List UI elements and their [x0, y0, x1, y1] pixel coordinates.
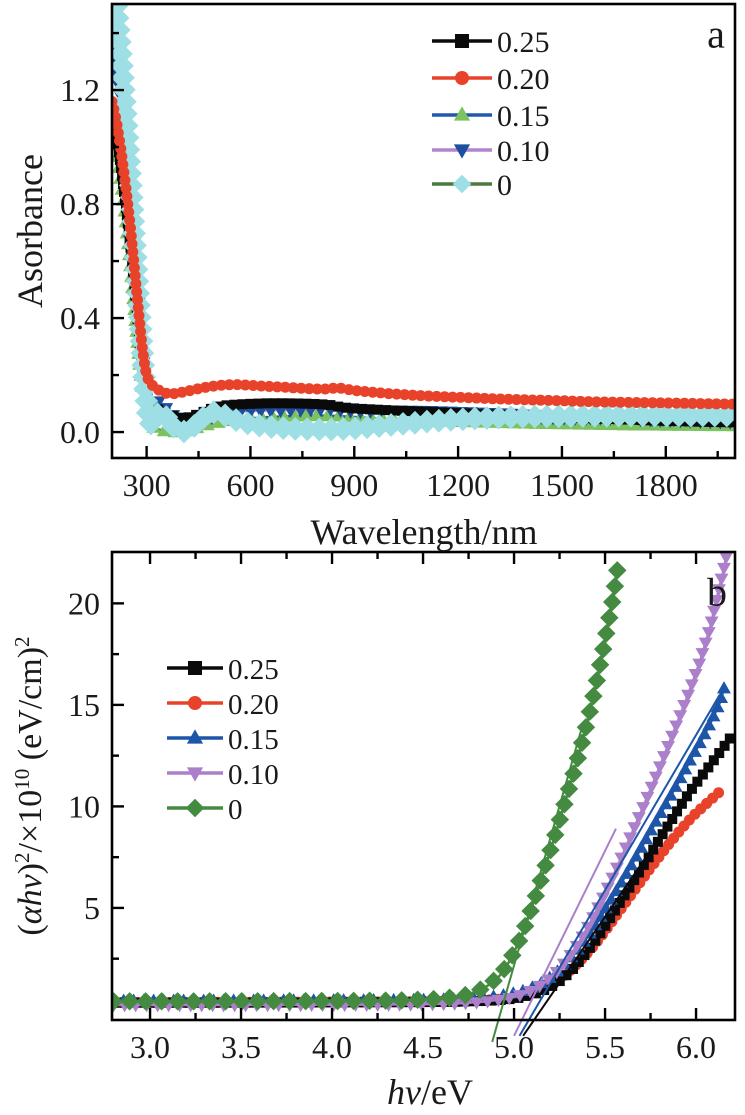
x-tick-label: 1500: [530, 467, 594, 503]
y-tick-label: 10: [68, 788, 100, 824]
tangent-line: [522, 733, 732, 1037]
x-tick-label: 4.0: [312, 1029, 352, 1065]
y-tick-label: 5: [84, 890, 100, 926]
legend-label: 0.25: [497, 26, 550, 59]
series-0: [112, 561, 627, 1011]
x-tick-label: 1200: [426, 467, 490, 503]
axis-title-segment: hv: [387, 1072, 421, 1112]
chart-b: 3.0 3.5 4.0 4.5 5.0 5.5 6.0 5 10 15 20 0.250.200.15…: [68, 550, 737, 1065]
x-tick-label: 5.0: [494, 1029, 534, 1065]
axis-title-segment: /×10: [12, 789, 50, 853]
legend-label: 0.25: [228, 654, 279, 686]
x-tick-label: 3.0: [130, 1029, 170, 1065]
chart-b-y-axis-title: (αhv)2/×1010 (eV/cm)2: [10, 636, 50, 935]
y-tick-label: 0.4: [60, 300, 100, 336]
plot-frame: [110, 2, 737, 460]
y-tick-label: 1.2: [60, 72, 100, 108]
x-tick-label: 5.5: [585, 1029, 625, 1065]
legend-label: 0: [497, 169, 512, 202]
tangent-line: [491, 728, 583, 1043]
tangent-line: [513, 828, 617, 1037]
legend-label: 0.20: [497, 63, 550, 96]
legend-label: 0.10: [497, 135, 550, 168]
chart-a: 300 600 900 1200 1500 18000.00.40.81.20.250.2…: [60, 2, 737, 503]
chart-a-x-axis-title: Wavelength/nm: [310, 512, 538, 552]
axes-ticks: [112, 552, 698, 1020]
axis-title-segment: (eV/cm): [12, 646, 50, 769]
panel-b-label: b: [707, 569, 727, 615]
axes-ticks: [112, 31, 719, 458]
axis-title-segment: /eV: [421, 1072, 473, 1112]
axis-title-segment: 2: [9, 636, 34, 647]
x-tick-label: 6.0: [676, 1029, 716, 1065]
x-tick-label: 900: [330, 467, 378, 503]
y-tick-label: 15: [68, 687, 100, 723]
legend-label: 0.15: [228, 724, 279, 756]
plot-area: [112, 552, 735, 1020]
series-layer: [112, 4, 735, 444]
chart-a-y-axis-title: Asorbance: [10, 154, 50, 308]
axis-title-segment: (: [12, 924, 50, 936]
x-tick-label: 3.5: [221, 1029, 261, 1065]
tangent-line: [518, 694, 721, 1037]
x-tick-label: 4.5: [403, 1029, 443, 1065]
y-tick-label: 0.0: [60, 414, 100, 450]
legend-label: 0.15: [497, 100, 550, 133]
legend-label: 0.20: [228, 689, 279, 721]
legend-label: 0: [228, 794, 243, 826]
y-tick-label: 20: [68, 585, 100, 621]
axis-title-segment: 2: [9, 852, 34, 863]
x-tick-label: 1800: [634, 467, 698, 503]
chart-b-x-axis-title: hv/eV: [387, 1071, 473, 1113]
x-tick-label: 600: [226, 467, 274, 503]
x-tick-label: 300: [123, 467, 171, 503]
series-layer: [112, 552, 735, 1013]
y-tick-label: 0.8: [60, 186, 100, 222]
axis-title-segment: αhv: [12, 874, 50, 925]
legend: 0.250.200.150.100: [167, 654, 279, 826]
legend: 0.25 0.20 0.150.100: [432, 26, 550, 202]
series-0.20: [112, 95, 735, 410]
axis-title-segment: ): [12, 862, 50, 875]
legend-label: 0.10: [228, 759, 279, 791]
panel-a-label: a: [707, 11, 725, 57]
axis-title-segment: 10: [9, 768, 34, 790]
